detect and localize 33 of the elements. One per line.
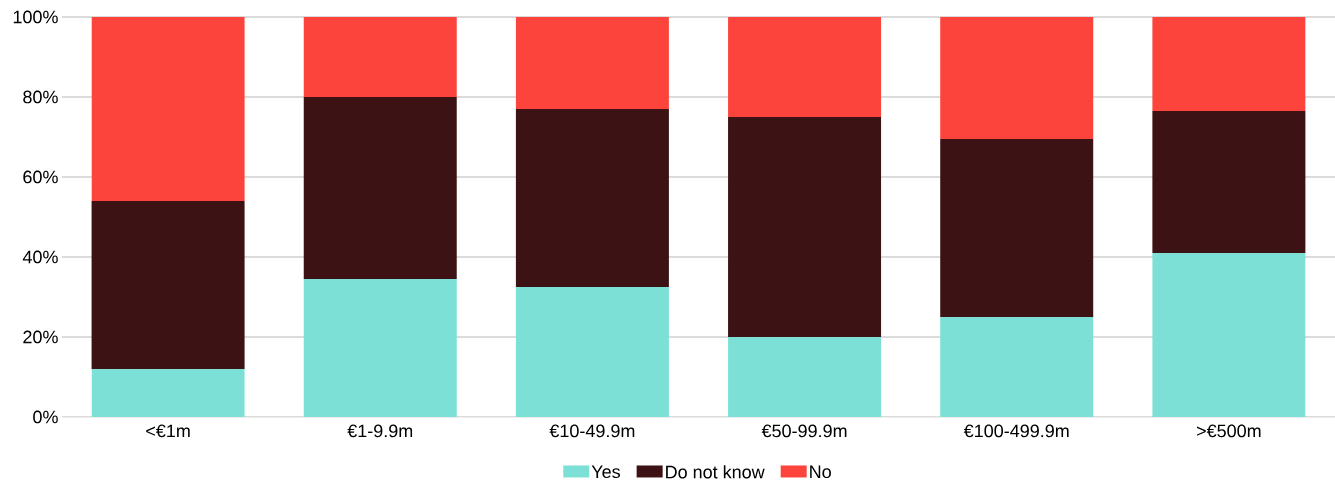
x-tick-label: €10-49.9m <box>549 424 635 438</box>
bar <box>728 117 882 337</box>
bar <box>1152 253 1306 417</box>
bar <box>940 17 1094 139</box>
x-tick-label: €1-9.9m <box>347 424 413 438</box>
x-tick-label: >€500m <box>1197 424 1261 438</box>
bar <box>1152 17 1306 111</box>
y-tick-label: 0% <box>33 410 58 424</box>
y-tick-label: 80% <box>23 90 58 104</box>
bar <box>91 17 245 201</box>
bar <box>515 109 669 287</box>
legend-label: Yes <box>591 465 620 479</box>
x-tick-label: €50-99.9m <box>761 424 847 438</box>
bar <box>515 287 669 417</box>
bar <box>303 279 457 417</box>
bar <box>303 96 457 279</box>
bar <box>91 201 245 369</box>
bar <box>728 17 882 117</box>
bar <box>940 139 1094 317</box>
y-tick-label: 20% <box>23 330 58 344</box>
bar <box>91 369 245 417</box>
legend-label: Do not know <box>666 465 765 479</box>
x-tick-label: €100-499.9m <box>963 424 1069 438</box>
legend-label: No <box>810 465 831 479</box>
bar <box>940 317 1094 417</box>
y-tick-label: 40% <box>22 250 58 264</box>
bar <box>728 337 882 417</box>
x-tick-label: <€1m <box>146 424 190 438</box>
bar <box>515 17 669 109</box>
bar <box>1152 111 1306 253</box>
bar <box>303 17 457 97</box>
y-tick-label: 100% <box>13 10 58 24</box>
y-tick-label: 60% <box>23 170 58 184</box>
